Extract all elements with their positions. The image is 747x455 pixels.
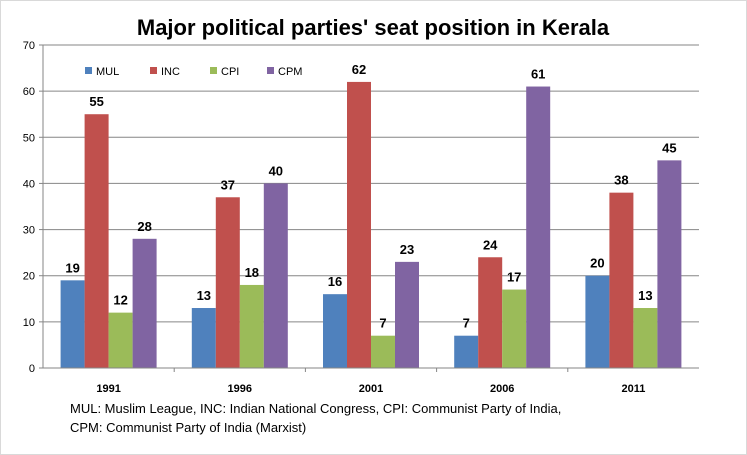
legend-swatch-cpi (210, 67, 217, 74)
legend-label-cpi: CPI (221, 66, 239, 78)
x-category-label: 2011 (621, 383, 645, 395)
data-label: 20 (590, 256, 604, 271)
data-label: 24 (483, 237, 498, 252)
legend-label-cpm: CPM (278, 66, 302, 78)
data-label: 7 (463, 316, 470, 331)
bar-mul-1996 (191, 308, 216, 368)
bar-mul-2001 (323, 294, 347, 368)
data-label: 16 (328, 274, 342, 289)
data-label: 62 (352, 62, 366, 77)
data-label: 37 (221, 177, 235, 192)
data-label: 23 (400, 242, 414, 257)
y-tick-label: 10 (23, 317, 35, 329)
bar-cpi-2001 (371, 335, 395, 368)
data-label: 7 (379, 316, 386, 331)
x-axis: 1991 1996 2001 2006 2011 (43, 367, 699, 395)
bar-inc-2011 (609, 192, 634, 368)
bar-cpi-1991 (108, 312, 133, 368)
data-label: 17 (507, 270, 521, 285)
footnote-line-1: MUL: Muslim League, INC: Indian National… (70, 401, 562, 416)
footnote-line-2: CPM: Communist Party of India (Marxist) (70, 420, 307, 435)
bar-cpm-2006 (526, 86, 551, 369)
bar-cpm-2011 (657, 160, 682, 368)
data-label: 61 (531, 67, 545, 82)
chart-title: Major political parties' seat position i… (137, 15, 610, 40)
legend-swatch-cpm (267, 67, 274, 74)
legend-swatch-inc (150, 67, 157, 74)
bar-cpm-1996 (263, 183, 288, 368)
data-label: 13 (638, 288, 652, 303)
x-category-label: 1991 (96, 383, 120, 395)
y-tick-label: 20 (23, 271, 35, 283)
data-label: 19 (65, 260, 79, 275)
bar-mul-2011 (585, 275, 610, 368)
y-tick-label: 40 (23, 178, 35, 190)
data-label: 55 (89, 94, 103, 109)
bar-inc-2001 (347, 81, 371, 369)
bar-mul-1991 (60, 280, 85, 368)
x-category-label: 1996 (228, 383, 252, 395)
bar-inc-1991 (84, 114, 109, 368)
data-label: 12 (113, 293, 127, 308)
y-tick-label: 30 (23, 225, 35, 237)
bar-inc-1996 (215, 197, 240, 368)
bar-inc-2006 (478, 257, 503, 368)
legend-label-inc: INC (161, 66, 180, 78)
data-label: 38 (614, 173, 628, 188)
data-label: 18 (245, 265, 259, 280)
x-category-label: 2001 (359, 383, 383, 395)
data-label: 40 (269, 163, 283, 178)
bar-cpi-2006 (502, 289, 527, 368)
bars: 19 55 12 28 13 37 18 40 16 62 7 23 7 24 17 61 20 38 13 45 (60, 62, 682, 369)
bar-cpi-1996 (239, 284, 264, 368)
x-category-label: 2006 (490, 383, 514, 395)
y-tick-label: 70 (23, 40, 35, 52)
legend-swatch-mul (85, 67, 92, 74)
legend-label-mul: MUL (96, 66, 119, 78)
bar-cpm-1991 (132, 238, 157, 368)
data-label: 45 (662, 140, 676, 155)
bar-cpm-2001 (395, 261, 419, 368)
y-axis: 0 10 20 30 40 50 60 70 (23, 40, 44, 375)
y-tick-label: 60 (23, 86, 35, 98)
bar-cpi-2011 (633, 308, 658, 368)
y-tick-label: 0 (29, 363, 35, 375)
bar-mul-2006 (454, 335, 479, 368)
y-tick-label: 50 (23, 132, 35, 144)
data-label: 13 (197, 288, 211, 303)
data-label: 28 (137, 219, 151, 234)
legend: MUL INC CPI CPM (85, 66, 302, 78)
